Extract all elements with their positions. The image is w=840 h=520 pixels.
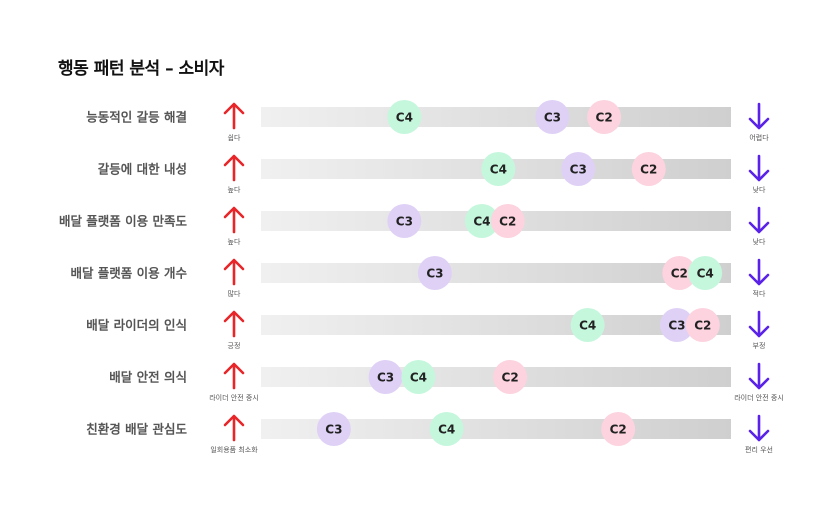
left-end-label: 높다 <box>228 185 241 194</box>
marker-label: C4 <box>697 267 714 281</box>
row-label: 배달 플랫폼 이용 개수 <box>70 266 187 281</box>
marker-label: C3 <box>544 111 561 125</box>
marker-c4 <box>570 308 605 342</box>
marker-label: C2 <box>596 111 613 125</box>
marker-label: C2 <box>671 267 688 281</box>
marker-label: C3 <box>377 371 394 385</box>
arrow-up-icon <box>223 310 245 338</box>
left-end-label: 높다 <box>228 237 241 246</box>
marker-c4 <box>401 360 436 394</box>
left-end-label: 많다 <box>228 289 241 298</box>
marker-c4 <box>387 100 422 134</box>
marker-c3 <box>561 152 596 186</box>
row-label: 배달 라이더의 인식 <box>86 318 187 333</box>
arrow-down-icon <box>748 258 770 286</box>
arrow-up-icon <box>223 258 245 286</box>
row-label: 친환경 배달 관심도 <box>86 422 187 437</box>
row-bar <box>261 315 731 335</box>
marker-label: C2 <box>499 215 516 229</box>
marker-label: C4 <box>490 163 507 177</box>
right-end-label: 라이더 안전 중시 <box>734 393 784 402</box>
marker-c4 <box>464 204 499 238</box>
marker-c3 <box>659 308 694 342</box>
row-label: 배달 플랫폼 이용 만족도 <box>59 214 188 229</box>
left-end-label: 쉽다 <box>228 133 241 142</box>
right-end-label: 적다 <box>753 289 766 298</box>
right-end-label: 어렵다 <box>749 133 769 142</box>
right-end-label: 낮다 <box>753 237 766 246</box>
left-end-label: 라이더 안전 중시 <box>209 393 259 402</box>
marker-label: C2 <box>640 163 657 177</box>
arrow-up-icon <box>223 414 245 442</box>
left-end-label: 일회용품 최소화 <box>210 445 258 454</box>
marker-c2 <box>662 256 697 290</box>
right-end-label: 편리 우선 <box>745 445 773 454</box>
marker-c2 <box>631 152 666 186</box>
marker-label: C4 <box>473 215 490 229</box>
arrow-down-icon <box>748 362 770 390</box>
marker-c2 <box>490 204 525 238</box>
marker-label: C4 <box>579 319 596 333</box>
marker-c4 <box>481 152 516 186</box>
right-end-label: 낮다 <box>753 185 766 194</box>
marker-c3 <box>316 412 351 446</box>
arrow-down-icon <box>748 414 770 442</box>
arrow-up-icon <box>223 206 245 234</box>
marker-c3 <box>368 360 403 394</box>
marker-label: C3 <box>668 319 685 333</box>
marker-label: C2 <box>694 319 711 333</box>
arrow-up-icon <box>223 154 245 182</box>
marker-label: C3 <box>570 163 587 177</box>
marker-label: C3 <box>396 215 413 229</box>
marker-label: C3 <box>325 423 342 437</box>
row-label: 갈등에 대한 내성 <box>98 162 187 177</box>
marker-label: C3 <box>426 267 443 281</box>
arrow-down-icon <box>748 206 770 234</box>
right-end-label: 부정 <box>753 341 766 350</box>
marker-label: C2 <box>610 423 627 437</box>
marker-label: C4 <box>438 423 455 437</box>
row-bar <box>261 107 731 127</box>
marker-c4 <box>429 412 464 446</box>
arrow-down-icon <box>748 154 770 182</box>
marker-c4 <box>688 256 723 290</box>
marker-c2 <box>601 412 636 446</box>
row-label: 배달 안전 의식 <box>109 370 187 385</box>
arrow-up-icon <box>223 362 245 390</box>
marker-c2 <box>493 360 528 394</box>
arrow-up-icon <box>223 102 245 130</box>
marker-c3 <box>535 100 570 134</box>
marker-label: C4 <box>396 111 413 125</box>
marker-c2 <box>587 100 622 134</box>
row-label: 능동적인 갈등 해결 <box>86 110 187 125</box>
left-end-label: 긍정 <box>228 341 241 350</box>
marker-label: C2 <box>502 371 519 385</box>
arrow-down-icon <box>748 310 770 338</box>
marker-label: C4 <box>410 371 427 385</box>
marker-c3 <box>417 256 452 290</box>
page-title: 행동 패턴 분석 – 소비자 <box>58 59 224 79</box>
marker-c2 <box>685 308 720 342</box>
arrow-down-icon <box>748 102 770 130</box>
marker-c3 <box>387 204 422 238</box>
row-bar <box>261 263 731 283</box>
